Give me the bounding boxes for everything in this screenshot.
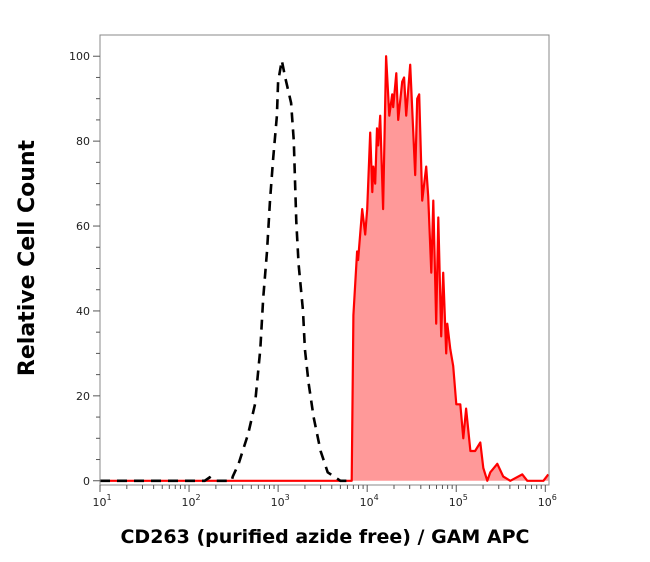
x-axis-label: CD263 (purified azide free) / GAM APC [120,526,529,548]
y-tick-label: 20 [76,390,90,403]
plot-frame [99,34,550,486]
x-tick-label: 105 [449,493,468,509]
plot-marks [100,55,550,483]
y-axis-label: Relative Cell Count [15,139,40,376]
axes: 0 20 40 60 80 100 101 102 103 104 105 106 [69,50,557,509]
x-tick-label: 103 [271,493,290,509]
x-tick-label: 102 [182,493,201,509]
series-0-line [100,60,348,483]
x-tick-label: 106 [538,493,557,509]
y-tick-label: 0 [83,475,90,488]
y-tick-label: 60 [76,220,90,233]
series-1-area [100,56,549,481]
x-tick-label: 104 [360,493,379,509]
y-tick-label: 100 [69,50,90,63]
y-tick-label: 40 [76,305,90,318]
y-tick-label: 80 [76,135,90,148]
x-tick-label: 101 [92,493,111,509]
series-1-line [100,55,550,482]
